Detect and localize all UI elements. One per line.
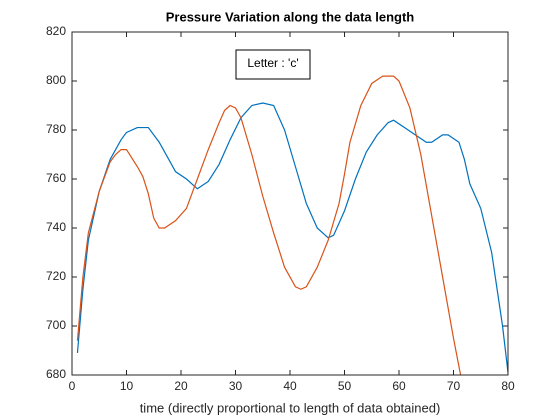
annotation: Letter : 'c' <box>247 56 298 70</box>
annotation-box <box>235 49 311 80</box>
chart-title: Pressure Variation along the data length <box>166 9 415 24</box>
x-tick-label: 20 <box>174 379 188 393</box>
y-tick-label: 820 <box>46 24 66 38</box>
x-tick-label: 40 <box>283 379 297 393</box>
line-series <box>76 75 462 375</box>
x-tick-label: 50 <box>338 379 352 393</box>
x-axis-label: time (directly proportional to length of… <box>140 400 441 415</box>
y-tick-label: 680 <box>46 367 66 381</box>
x-tick-label: 60 <box>392 379 406 393</box>
x-tick-label: 70 <box>447 379 461 393</box>
x-tick-label: 80 <box>501 379 515 393</box>
axes-box <box>71 31 509 376</box>
y-tick-label: 720 <box>46 269 66 283</box>
x-tick-label: 0 <box>69 379 76 393</box>
x-tick-label: 30 <box>229 379 243 393</box>
y-tick-label: 700 <box>46 318 66 332</box>
y-tick-label: 760 <box>46 171 66 185</box>
x-tick-label: 10 <box>120 379 134 393</box>
y-tick-label: 780 <box>46 122 66 136</box>
y-tick-label: 740 <box>46 220 66 234</box>
y-tick-label: 800 <box>46 73 66 87</box>
line-series <box>76 102 508 373</box>
